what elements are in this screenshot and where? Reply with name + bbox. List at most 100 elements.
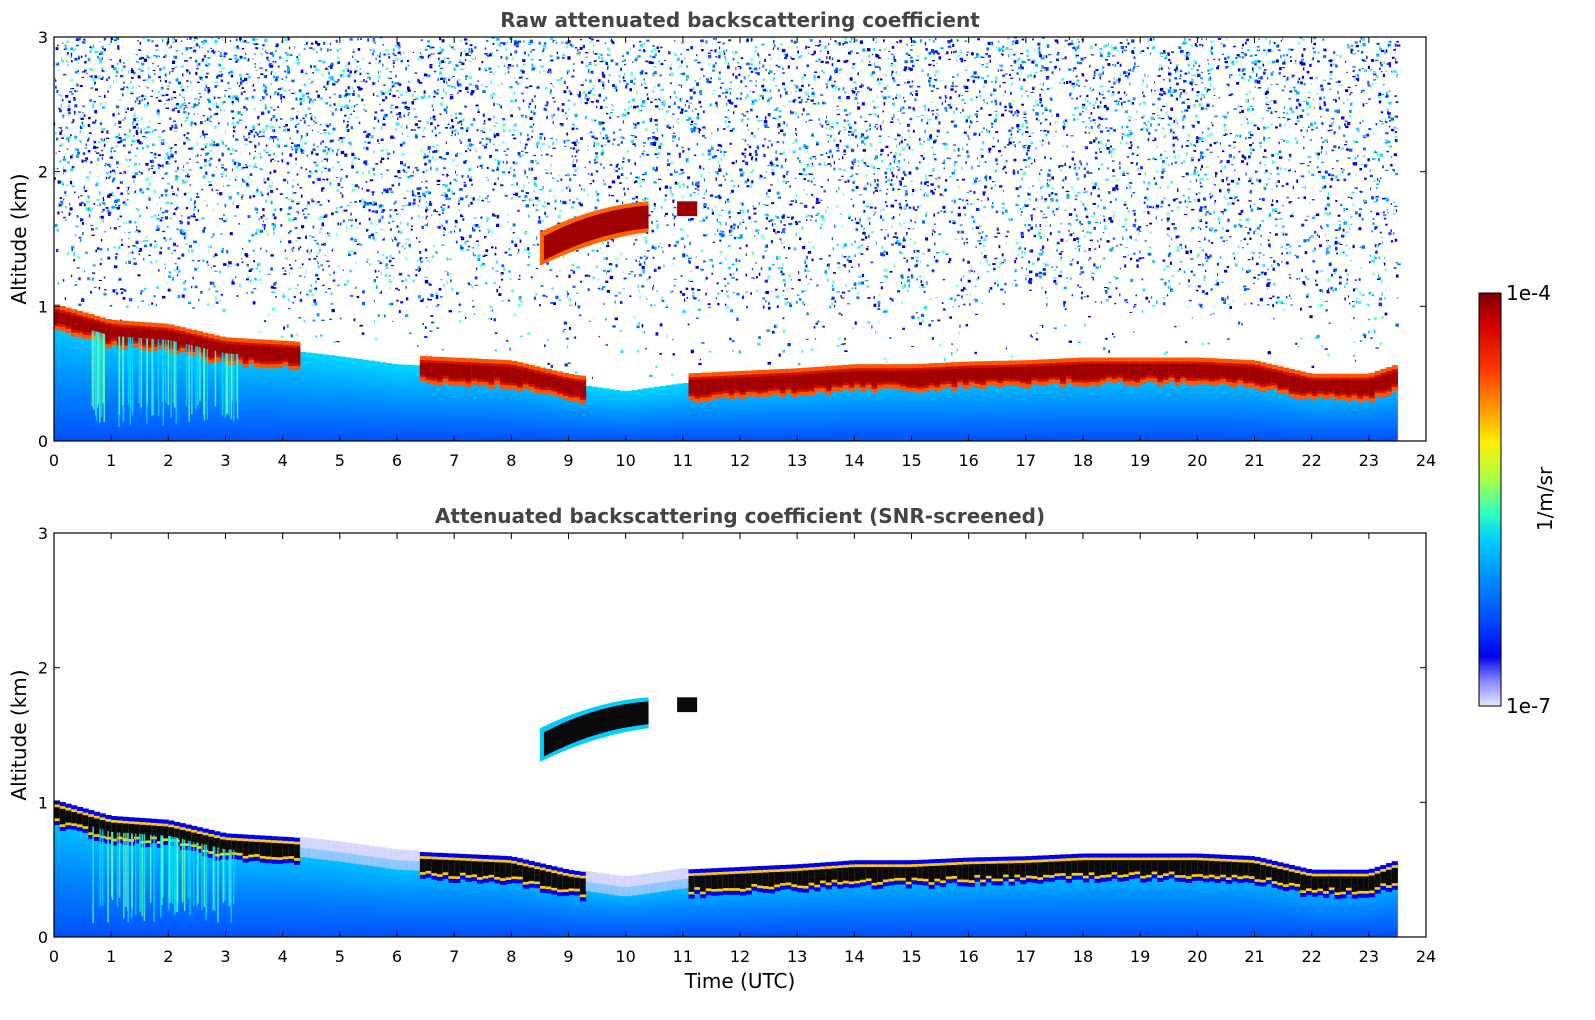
noise-pixel (1292, 185, 1294, 190)
noise-pixel (745, 161, 749, 166)
noise-pixel (1132, 210, 1136, 212)
noise-pixel (542, 294, 546, 297)
noise-pixel (269, 65, 273, 68)
noise-pixel (539, 189, 543, 191)
noise-pixel (533, 176, 537, 180)
noise-pixel (858, 276, 862, 278)
noise-pixel (550, 155, 553, 157)
noise-pixel (175, 103, 178, 108)
noise-pixel (1246, 162, 1249, 166)
noise-pixel (1383, 60, 1386, 65)
noise-pixel (374, 116, 376, 120)
noise-pixel (1065, 277, 1069, 280)
noise-pixel (394, 209, 398, 212)
noise-pixel (1020, 231, 1024, 236)
noise-pixel (89, 99, 93, 102)
noise-pixel (226, 250, 229, 254)
noise-pixel (1371, 294, 1375, 297)
noise-pixel (285, 196, 289, 199)
noise-pixel (890, 53, 894, 56)
noise-pixel (883, 74, 887, 76)
noise-pixel (218, 270, 221, 274)
noise-pixel (292, 301, 295, 304)
noise-pixel (776, 107, 779, 109)
noise-pixel (567, 185, 570, 189)
noise-pixel (1122, 133, 1124, 135)
noise-pixel (55, 137, 59, 141)
noise-pixel (842, 247, 844, 250)
noise-pixel (528, 198, 531, 202)
noise-pixel (316, 69, 320, 72)
noise-pixel (1059, 67, 1061, 72)
noise-pixel (927, 108, 930, 112)
noise-pixel (908, 54, 911, 56)
noise-pixel (604, 42, 607, 44)
noise-pixel (272, 114, 276, 119)
noise-pixel (372, 93, 375, 96)
noise-pixel (119, 215, 122, 218)
noise-pixel (1039, 324, 1042, 326)
noise-pixel (1394, 136, 1398, 138)
noise-pixel (1146, 39, 1150, 43)
noise-pixel (273, 228, 275, 231)
noise-pixel (1091, 181, 1093, 185)
noise-pixel (658, 60, 660, 63)
noise-pixel (1046, 297, 1048, 300)
noise-pixel (1094, 43, 1097, 46)
noise-pixel (1058, 206, 1060, 209)
noise-pixel (1039, 140, 1041, 144)
noise-pixel (272, 225, 277, 229)
noise-pixel (1148, 246, 1151, 249)
noise-pixel (690, 270, 693, 272)
noise-pixel (588, 160, 591, 164)
noise-pixel (299, 98, 303, 101)
noise-pixel (468, 51, 472, 53)
noise-pixel (735, 278, 739, 281)
noise-pixel (985, 66, 988, 68)
noise-pixel (832, 280, 835, 284)
noise-pixel (198, 63, 201, 66)
noise-pixel (326, 260, 330, 262)
noise-pixel (457, 197, 460, 200)
noise-pixel (787, 46, 790, 48)
noise-pixel (1134, 303, 1137, 306)
noise-pixel (276, 155, 278, 158)
noise-pixel (214, 81, 218, 83)
noise-pixel (82, 112, 84, 114)
noise-pixel (1315, 270, 1319, 274)
noise-pixel (223, 100, 226, 104)
noise-pixel (1223, 124, 1227, 126)
noise-pixel (1116, 245, 1118, 247)
noise-pixel (131, 143, 133, 146)
noise-pixel (1230, 93, 1234, 96)
noise-pixel (146, 126, 151, 129)
noise-pixel (1197, 170, 1199, 174)
noise-pixel (701, 268, 704, 271)
noise-pixel (1321, 345, 1323, 347)
noise-pixel (1379, 67, 1381, 70)
noise-pixel (1235, 134, 1239, 137)
noise-pixel (1244, 226, 1248, 228)
noise-pixel (283, 126, 286, 128)
noise-pixel (1347, 157, 1351, 159)
noise-pixel (172, 55, 175, 59)
noise-pixel (1355, 298, 1359, 300)
noise-pixel (89, 68, 93, 71)
noise-pixel (655, 140, 657, 143)
noise-pixel (782, 290, 785, 292)
noise-pixel (410, 175, 414, 177)
noise-pixel (178, 81, 182, 85)
noise-pixel (1224, 61, 1228, 64)
noise-pixel (433, 244, 435, 248)
noise-pixel (283, 128, 287, 132)
noise-pixel (924, 42, 927, 46)
noise-pixel (1191, 124, 1193, 126)
noise-pixel (1240, 240, 1242, 242)
noise-pixel (873, 106, 876, 109)
noise-pixel (883, 96, 887, 100)
noise-pixel (1062, 179, 1065, 182)
noise-pixel (313, 161, 317, 164)
noise-pixel (291, 185, 294, 189)
noise-pixel (220, 79, 224, 83)
noise-pixel (390, 104, 394, 107)
